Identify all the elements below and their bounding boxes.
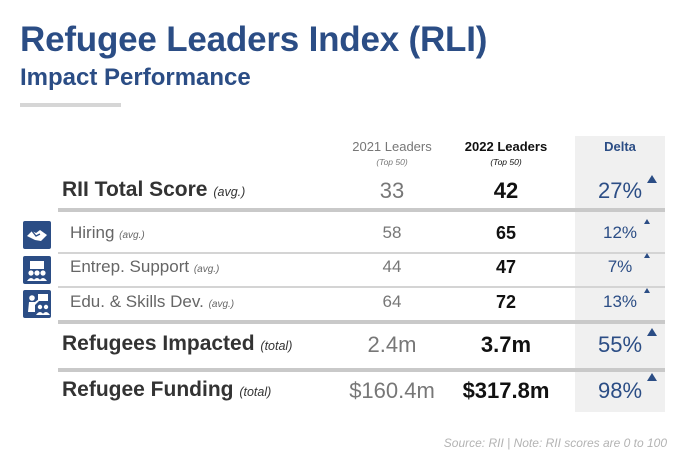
team-icon: [23, 256, 51, 284]
value-delta: 12%: [602, 223, 638, 242]
row-label-text: Refugee Funding: [62, 378, 234, 401]
row-qualifier: (avg.): [193, 264, 220, 275]
row-divider: [58, 252, 665, 254]
row-label: Entrep. Support (avg.): [70, 257, 219, 277]
value-2021: 58: [382, 223, 402, 242]
column-header-2022-sub: (Top 50): [490, 157, 522, 167]
column-header-2021-label: 2021 Leaders: [352, 139, 432, 154]
up-arrow-icon: [647, 328, 657, 336]
value-2022: $317.8m: [462, 378, 550, 403]
row-label-text: Hiring: [70, 223, 115, 242]
value-2021: 2.4m: [367, 332, 417, 357]
value-delta: 55%: [597, 332, 643, 357]
row-label: Refugees Impacted (total): [62, 332, 292, 356]
row-label: Refugee Funding (total): [62, 378, 271, 402]
column-header-delta: Delta: [575, 139, 665, 154]
value-2022: 42: [493, 178, 519, 203]
row-divider: [58, 368, 665, 372]
row-divider: [58, 320, 665, 324]
up-arrow-icon: [644, 219, 650, 224]
column-header-2021: 2021 Leaders (Top 50): [336, 139, 448, 167]
value-2022: 72: [495, 292, 517, 312]
row-label: Edu. & Skills Dev. (avg.): [70, 292, 234, 312]
value-2021: 64: [382, 292, 402, 311]
value-2022: 47: [495, 257, 517, 277]
value-2021: 44: [382, 257, 402, 276]
value-delta: 27%: [597, 178, 643, 203]
row-label-text: Entrep. Support: [70, 257, 190, 276]
chart-title: Refugee Leaders Index (RLI): [20, 20, 488, 59]
value-delta: 98%: [597, 378, 643, 403]
row-qualifier: (avg.): [208, 299, 235, 310]
row-label-text: RII Total Score: [62, 178, 208, 201]
row-label: Hiring (avg.): [70, 223, 145, 243]
row-qualifier: (total): [239, 385, 272, 399]
column-header-2022: 2022 Leaders (Top 50): [450, 139, 562, 167]
row-qualifier: (avg.): [119, 230, 145, 241]
value-2022: 3.7m: [480, 332, 532, 357]
row-divider: [58, 286, 665, 288]
source-note: Source: RII | Note: RII scores are 0 to …: [443, 436, 667, 450]
title-underline: [20, 103, 121, 107]
value-2021: $160.4m: [349, 378, 435, 403]
handshake-icon: [23, 221, 51, 249]
value-delta: 13%: [602, 292, 638, 311]
value-delta: 7%: [607, 257, 633, 276]
row-label-text: Edu. & Skills Dev.: [70, 292, 204, 311]
value-2021: 33: [379, 178, 405, 203]
column-header-2021-sub: (Top 50): [376, 157, 408, 167]
row-divider: [58, 208, 665, 212]
up-arrow-icon: [647, 175, 657, 183]
up-arrow-icon: [647, 373, 657, 381]
chart-subtitle: Impact Performance: [20, 64, 251, 91]
up-arrow-icon: [644, 288, 650, 293]
column-header-delta-label: Delta: [604, 139, 636, 154]
row-qualifier: (avg.): [213, 185, 246, 199]
row-label: RII Total Score (avg.): [62, 178, 245, 202]
up-arrow-icon: [644, 253, 650, 258]
column-header-2022-label: 2022 Leaders: [464, 139, 548, 154]
teacher-icon: [23, 290, 51, 318]
row-qualifier: (total): [260, 339, 293, 353]
value-2022: 65: [495, 223, 517, 243]
row-label-text: Refugees Impacted: [62, 332, 255, 355]
